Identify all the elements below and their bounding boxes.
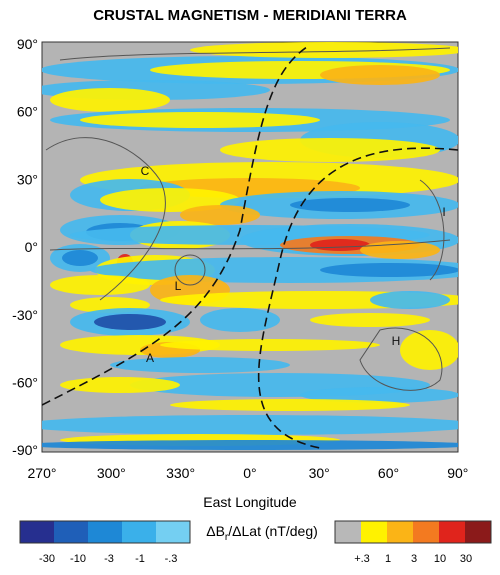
colorbar-swatch (54, 521, 88, 543)
feature-label: H (392, 334, 401, 348)
colorbar-swatch (156, 521, 190, 543)
anomaly-region (180, 205, 260, 225)
colorbar-swatch (88, 521, 122, 543)
colorbar-swatch (122, 521, 156, 543)
latitude-label: -30° (12, 307, 38, 323)
contour (49, 239, 451, 251)
colorbar-tick-label: -.3 (165, 553, 178, 565)
anomaly-region (300, 387, 458, 403)
contour (45, 137, 166, 301)
x-axis-title: East Longitude (203, 494, 297, 510)
latitude-label: 0° (25, 239, 38, 255)
longitude-label: 330° (166, 465, 195, 481)
colorbar-swatch (465, 521, 491, 543)
colorbar-label-subscript: r (225, 532, 229, 543)
anomaly-region (94, 314, 166, 330)
longitude-label: 270° (28, 465, 57, 481)
longitude-label: 300° (97, 465, 126, 481)
anomaly-region (50, 88, 170, 112)
colorbar-tick-label: -3 (104, 553, 114, 565)
map-content: C L A I H (42, 42, 458, 450)
title: CRUSTAL MAGNETISM - MERIDIANI TERRA (93, 7, 407, 24)
latitude-label: -60° (12, 375, 38, 391)
anomaly-region (320, 65, 440, 85)
dashed-boundary (257, 147, 458, 449)
contour (59, 47, 451, 61)
anomaly-region (190, 42, 458, 58)
colorbar-swatch (20, 521, 54, 543)
feature-label: I (442, 205, 445, 219)
colorbar-swatch (439, 521, 465, 543)
colorbar-swatch (387, 521, 413, 543)
anomaly-region (60, 377, 180, 393)
latitude-label: -90° (12, 442, 38, 458)
feature-label: A (146, 351, 154, 365)
longitude-label: 0° (243, 465, 256, 481)
anomaly-region (170, 399, 410, 411)
longitude-label: 30° (309, 465, 330, 481)
feature-label: C (141, 164, 150, 178)
colorbar-frame (19, 520, 191, 544)
anomaly-region (400, 330, 458, 370)
colorbar-tick-label: -30 (39, 553, 55, 565)
anomaly-region (290, 198, 410, 212)
latitude-label: 60° (17, 104, 38, 120)
anomaly-region (320, 263, 458, 277)
anomaly-region (160, 339, 380, 351)
colorbar-tick-label: -10 (70, 553, 86, 565)
contour (174, 254, 206, 286)
anomaly-region (42, 440, 458, 450)
anomaly-region (220, 138, 440, 162)
colorbar-frame (334, 520, 492, 544)
colorbar-label-rest: /ΔLat (nT/deg) (228, 523, 318, 539)
anomaly-region (42, 415, 458, 435)
colorbar-tick-label: 10 (434, 553, 446, 565)
latitude-label: 90° (17, 36, 38, 52)
feature-label: L (175, 279, 182, 293)
colorbar-tick-label: +.3 (354, 553, 370, 565)
anomaly-region (80, 112, 320, 128)
anomaly-region (50, 275, 150, 295)
colorbar-label: ΔBr/ΔLat (nT/deg) (206, 523, 318, 543)
colorbar-tick-label: 3 (411, 553, 417, 565)
contour (419, 179, 445, 281)
longitude-label: 90° (447, 465, 468, 481)
anomaly-region (200, 308, 280, 332)
longitude-label: 60° (378, 465, 399, 481)
anomaly-region (110, 357, 290, 373)
dashed-boundary (42, 44, 311, 406)
contour (359, 327, 443, 391)
colorbar-tick-label: -1 (135, 553, 145, 565)
anomaly-region (310, 313, 430, 327)
colorbar-swatch (335, 521, 361, 543)
anomaly-region (62, 250, 98, 266)
colorbar-tick-label: 30 (460, 553, 472, 565)
colorbar-label-main: ΔB (206, 523, 225, 539)
latitude-label: 30° (17, 171, 38, 187)
colorbar-swatch (361, 521, 387, 543)
colorbar-swatch (413, 521, 439, 543)
colorbar-tick-label: 1 (385, 553, 391, 565)
anomaly-region (370, 291, 450, 309)
